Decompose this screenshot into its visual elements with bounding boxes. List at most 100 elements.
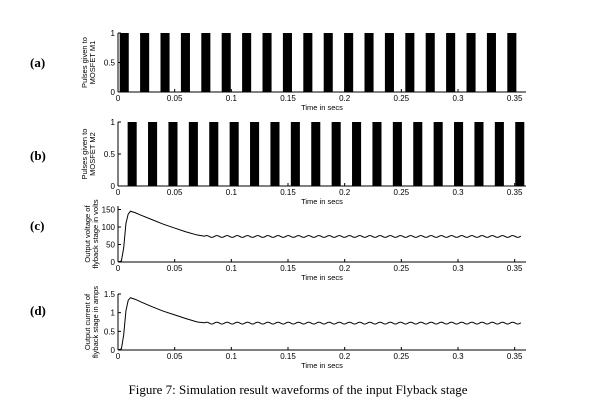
x-tick-label: 0 xyxy=(116,188,121,197)
waveform-line xyxy=(117,210,522,263)
pulse-bar xyxy=(140,33,150,92)
pulse-bar xyxy=(282,33,292,92)
x-tick-label: 0.1 xyxy=(226,352,238,361)
x-tick-label: 0.3 xyxy=(452,94,464,103)
panel-c-chart: 0 0.05 0.1 0.15 0.2 0.25 0.3 0.35 0 50 100 150 Time … xyxy=(83,199,526,282)
x-tick-label: 0.1 xyxy=(226,264,238,273)
pulse-bar xyxy=(486,33,496,92)
pulse-bar xyxy=(344,33,354,92)
x-tick-label: 0.15 xyxy=(280,188,296,197)
pulse-bar xyxy=(466,33,476,92)
pulse-bar xyxy=(433,122,443,186)
x-tick-label: 0.3 xyxy=(452,264,464,273)
y-tick-label: 0.5 xyxy=(104,150,116,159)
pulse-bar xyxy=(209,122,219,186)
pulse-bar xyxy=(323,33,333,92)
pulse-bar xyxy=(119,33,129,92)
x-tick-label: 0 xyxy=(116,94,121,103)
y-axis-label: flyback stage in volts xyxy=(91,199,100,268)
pulse-bar xyxy=(250,122,260,186)
x-axis-label: Time in secs xyxy=(301,273,343,282)
pulse-bar xyxy=(331,122,341,186)
pulse-bar xyxy=(311,122,321,186)
pulse-bar xyxy=(454,122,464,186)
y-tick-label: 1.5 xyxy=(104,290,116,299)
pulse-bar xyxy=(494,122,504,186)
x-tick-label: 0.15 xyxy=(280,352,296,361)
y-axis-label: Pulses given to xyxy=(80,37,89,88)
y-tick-label: 0 xyxy=(111,182,116,191)
x-tick-label: 0.15 xyxy=(280,94,296,103)
pulse-bar xyxy=(384,33,394,92)
x-tick-label: 0 xyxy=(116,352,121,361)
y-tick-label: 1 xyxy=(111,29,116,38)
pulse-bar xyxy=(180,33,190,92)
pulse-bar xyxy=(148,122,158,186)
x-tick-label: 0 xyxy=(116,264,121,273)
pulse-bar xyxy=(221,33,231,92)
y-axis-label: flyback stage in amps xyxy=(91,286,100,358)
pulse-bar xyxy=(168,122,178,186)
x-tick-label: 0.35 xyxy=(507,352,523,361)
panel-d-chart: 0 0.05 0.1 0.15 0.2 0.25 0.3 0.35 0 0.5 1 1.5 Time i… xyxy=(83,286,526,370)
x-tick-label: 0.25 xyxy=(394,264,410,273)
panel-label-d: (d) xyxy=(30,303,46,318)
pulse-bar xyxy=(372,122,382,186)
pulse-bar xyxy=(405,33,415,92)
pulse-bar xyxy=(474,122,484,186)
pulse-bar xyxy=(127,122,137,186)
pulse-bar xyxy=(303,33,313,92)
x-tick-label: 0.3 xyxy=(452,352,464,361)
y-axis-label: MOSFET M1 xyxy=(88,41,97,85)
y-axis-label: Pulses given to xyxy=(80,129,89,180)
x-tick-label: 0.2 xyxy=(339,94,351,103)
pulse-bar xyxy=(270,122,280,186)
x-tick-label: 0.25 xyxy=(394,94,410,103)
x-tick-label: 0.35 xyxy=(507,264,523,273)
pulse-bar xyxy=(201,33,211,92)
x-axis-label: Time in secs xyxy=(301,197,343,206)
y-tick-label: 1 xyxy=(111,309,116,318)
x-tick-label: 0.1 xyxy=(226,188,238,197)
panel-b-chart: 0 0.05 0.1 0.15 0.2 0.25 0.3 0.35 0 0.5 1 Time in s… xyxy=(80,118,526,206)
x-tick-label: 0.2 xyxy=(339,264,351,273)
pulse-bar xyxy=(392,122,402,186)
x-tick-label: 0.05 xyxy=(167,94,183,103)
pulse-bar xyxy=(413,122,423,186)
x-tick-label: 0.05 xyxy=(167,188,183,197)
pulse-bar xyxy=(242,33,252,92)
x-axis-label: Time in secs xyxy=(301,103,343,112)
x-tick-label: 0.25 xyxy=(394,352,410,361)
y-tick-label: 50 xyxy=(106,241,115,250)
x-tick-label: 0.25 xyxy=(394,188,410,197)
pulse-bar xyxy=(446,33,456,92)
x-tick-label: 0.3 xyxy=(452,188,464,197)
waveform-line xyxy=(117,297,522,351)
x-tick-label: 0.2 xyxy=(339,188,351,197)
panel-label-a: (a) xyxy=(30,55,46,70)
x-tick-label: 0.35 xyxy=(507,188,523,197)
x-tick-label: 0.35 xyxy=(507,94,523,103)
figure-caption: Figure 7: Simulation result waveforms of… xyxy=(128,382,468,397)
y-tick-label: 100 xyxy=(102,223,116,232)
pulse-bar xyxy=(364,33,374,92)
panel-a-chart: 0 0.05 0.1 0.15 0.2 0.25 0.3 0.35 0 0.5 1 Time in s… xyxy=(80,29,526,112)
y-tick-label: 0 xyxy=(111,346,116,355)
y-axis-label: Output current of xyxy=(83,293,92,350)
y-axis-label: MOSFET M2 xyxy=(88,132,97,176)
y-tick-label: 0.5 xyxy=(104,59,116,68)
y-tick-label: 0.5 xyxy=(104,327,116,336)
pulse-bar xyxy=(507,33,517,92)
pulse-bar xyxy=(229,122,239,186)
pulse-bar xyxy=(352,122,362,186)
y-tick-label: 150 xyxy=(102,206,116,215)
x-tick-label: 0.2 xyxy=(339,352,351,361)
panel-label-b: (b) xyxy=(30,148,46,163)
x-tick-label: 0.05 xyxy=(167,264,183,273)
x-tick-label: 0.05 xyxy=(167,352,183,361)
panel-label-c: (c) xyxy=(30,218,45,233)
pulse-bar xyxy=(160,33,170,92)
x-tick-label: 0.1 xyxy=(226,94,238,103)
y-tick-label: 0 xyxy=(111,258,116,267)
y-tick-label: 1 xyxy=(111,118,116,127)
